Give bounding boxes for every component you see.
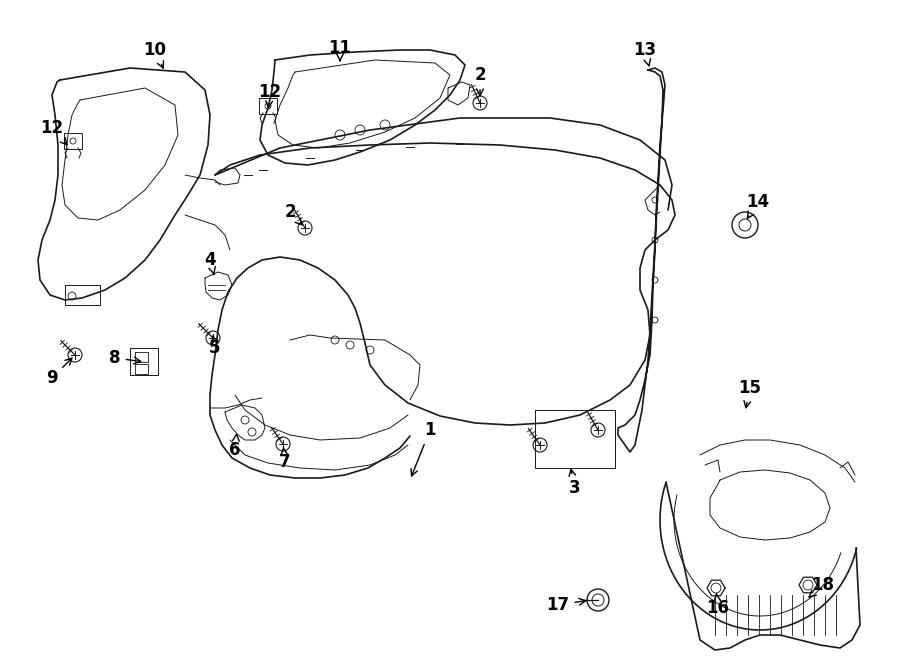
Text: 8: 8	[109, 349, 140, 367]
Text: 10: 10	[143, 41, 166, 68]
Text: 12: 12	[258, 83, 282, 108]
Text: 5: 5	[209, 336, 220, 357]
Text: 18: 18	[809, 576, 834, 597]
Text: 12: 12	[40, 119, 68, 145]
Text: 2: 2	[284, 203, 302, 225]
Text: 7: 7	[279, 447, 291, 471]
Text: 14: 14	[746, 193, 769, 218]
Text: 6: 6	[230, 434, 241, 459]
Text: 17: 17	[546, 596, 586, 614]
Text: 11: 11	[328, 39, 352, 61]
Text: 2: 2	[474, 66, 486, 96]
Text: 16: 16	[706, 594, 730, 617]
Text: 4: 4	[204, 251, 216, 274]
Text: 13: 13	[634, 41, 657, 66]
Text: 3: 3	[569, 469, 580, 497]
Text: 1: 1	[411, 421, 436, 476]
Text: 9: 9	[46, 358, 72, 387]
Text: 15: 15	[739, 379, 761, 408]
